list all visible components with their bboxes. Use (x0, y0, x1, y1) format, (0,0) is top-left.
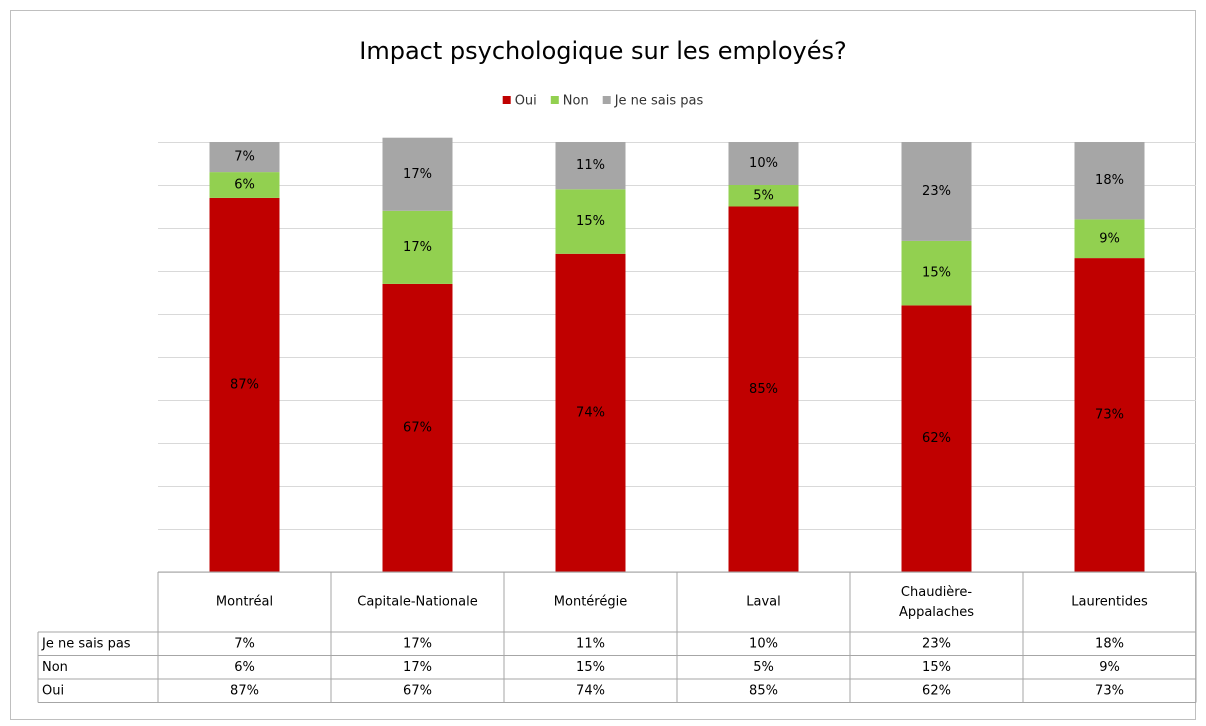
table-cell: 62% (922, 683, 951, 698)
table-cell: 74% (576, 683, 605, 698)
table-cell: 5% (753, 660, 774, 675)
category-label: Laval (746, 595, 780, 610)
bar-segment (1074, 219, 1145, 259)
table-cell: 11% (576, 636, 605, 651)
table-cell: 67% (403, 683, 432, 698)
table-cell: 85% (749, 683, 778, 698)
legend-label: Non (563, 94, 589, 109)
category-label: Laurentides (1071, 595, 1148, 610)
data-label: 7% (234, 150, 255, 165)
bar-segment (555, 253, 626, 573)
bar-segment (728, 185, 799, 207)
chart-title: Impact psychologique sur les employés? (359, 37, 846, 65)
legend-label: Oui (515, 94, 537, 109)
table-cell: 17% (403, 636, 432, 651)
data-label: 10% (749, 156, 778, 171)
data-label: 62% (922, 431, 951, 446)
bar-segment (1074, 258, 1145, 572)
bar-segment (901, 240, 972, 306)
bar-segment (728, 206, 799, 572)
bar-segment (382, 210, 453, 284)
table-cell: 15% (576, 660, 605, 675)
legend-swatch (502, 96, 511, 104)
category-label: Capitale-Nationale (357, 595, 477, 610)
category-label: Montréal (216, 595, 273, 610)
table-cell: 9% (1099, 660, 1120, 675)
data-label: 87% (230, 377, 259, 392)
row-label: Oui (42, 683, 64, 698)
data-label: 15% (576, 214, 605, 229)
legend-swatch (550, 96, 559, 104)
data-label: 15% (922, 266, 951, 281)
legend-label: Je ne sais pas (614, 94, 704, 109)
table-cell: 23% (922, 636, 951, 651)
data-label: 5% (753, 188, 774, 203)
row-label: Je ne sais pas (41, 636, 131, 651)
bar-segment (555, 189, 626, 254)
table-cell: 10% (749, 636, 778, 651)
table-cell: 18% (1095, 636, 1124, 651)
data-label: 17% (403, 240, 432, 255)
bar-segment (901, 305, 972, 572)
bar-segment (728, 142, 799, 185)
bar-segment (209, 142, 280, 173)
bar-segment (209, 172, 280, 198)
data-label: 23% (922, 184, 951, 199)
bar-segment (1074, 142, 1145, 220)
data-label: 74% (576, 405, 605, 420)
category-label: Chaudière-Appalaches (899, 585, 974, 620)
data-label: 11% (576, 158, 605, 173)
table-cell: 87% (230, 683, 259, 698)
data-label: 18% (1095, 173, 1124, 188)
data-label: 67% (403, 420, 432, 435)
table-cell: 7% (234, 636, 255, 651)
table-cell: 73% (1095, 683, 1124, 698)
bar-segment (382, 137, 453, 211)
bar-segment (209, 197, 280, 572)
bar-segment (555, 142, 626, 190)
category-label: Montérégie (554, 595, 627, 610)
data-label: 17% (403, 167, 432, 182)
table-cell: 6% (234, 660, 255, 675)
data-label: 6% (234, 178, 255, 193)
bar-segment (901, 142, 972, 241)
table-cell: 15% (922, 660, 951, 675)
data-label: 9% (1099, 231, 1120, 246)
row-label: Non (42, 660, 68, 675)
data-label: 73% (1095, 408, 1124, 423)
legend-swatch (602, 96, 611, 104)
table-cell: 17% (403, 660, 432, 675)
data-label: 85% (749, 382, 778, 397)
bar-segment (382, 283, 453, 572)
